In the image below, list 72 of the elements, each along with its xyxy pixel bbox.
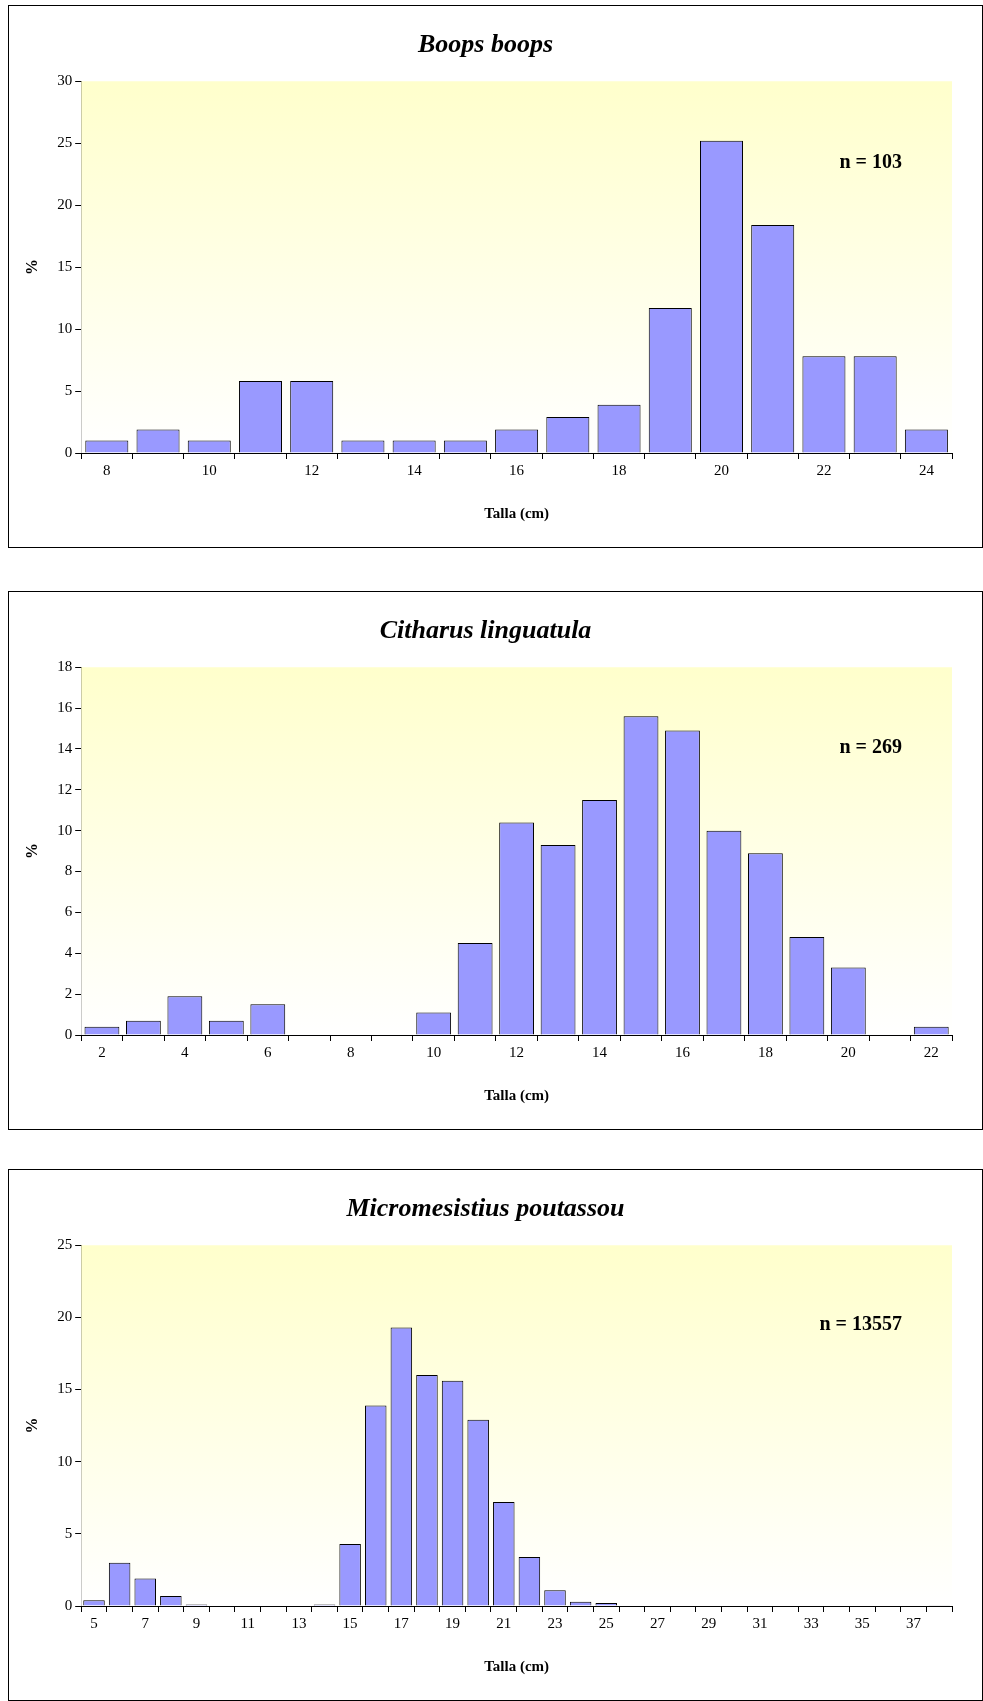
y-tick-label: 10 <box>57 821 73 838</box>
annotation: n = 103 <box>839 150 902 173</box>
y-tick-label: 0 <box>64 443 73 460</box>
x-tick-label: 6 <box>264 1043 273 1060</box>
y-tick-label: 0 <box>64 1596 73 1613</box>
x-axis-title: Talla (cm) <box>484 1657 550 1675</box>
y-tick-label: 16 <box>57 699 73 715</box>
y-tick-label: 20 <box>57 1308 73 1325</box>
y-tick-label: 10 <box>57 320 73 336</box>
x-tick-label: 18 <box>611 461 627 478</box>
y-tick-label: 30 <box>57 72 73 89</box>
x-tick-label: 22 <box>816 461 832 478</box>
x-axis-title: Talla (cm) <box>484 1086 550 1104</box>
x-tick-label: 15 <box>342 1614 358 1631</box>
y-tick-label: 10 <box>57 1452 73 1469</box>
x-tick-label: 5 <box>90 1614 98 1631</box>
x-tick-label: 17 <box>393 1614 410 1631</box>
y-axis-title: % <box>22 843 40 860</box>
x-tick-label: 19 <box>445 1614 461 1631</box>
x-tick-label: 16 <box>674 1043 691 1060</box>
x-tick-label: 9 <box>192 1614 201 1631</box>
x-tick-label: 24 <box>918 461 935 478</box>
y-tick-label: 18 <box>57 658 73 675</box>
x-tick-label: 12 <box>304 461 320 478</box>
x-tick-label: 27 <box>649 1614 666 1631</box>
y-tick-label: 5 <box>64 1524 73 1541</box>
y-tick-label: 8 <box>64 862 73 879</box>
x-tick-label: 35 <box>854 1614 870 1631</box>
y-tick-label: 4 <box>64 944 73 961</box>
chart-title: Boops boops <box>416 29 554 59</box>
x-tick-label: 13 <box>291 1614 307 1631</box>
x-tick-label: 33 <box>803 1614 819 1631</box>
y-tick-label: 2 <box>64 985 73 1002</box>
x-tick-label: 20 <box>840 1043 856 1060</box>
y-tick-label: 15 <box>57 1380 73 1397</box>
y-tick-label: 25 <box>57 134 73 151</box>
x-tick-label: 22 <box>923 1043 939 1060</box>
annotation: n = 269 <box>839 735 902 758</box>
y-tick-label: 12 <box>57 780 73 797</box>
x-tick-label: 31 <box>752 1614 768 1631</box>
x-tick-label: 20 <box>713 461 729 478</box>
x-tick-label: 4 <box>181 1043 190 1060</box>
y-tick-label: 6 <box>64 903 73 920</box>
y-tick-label: 25 <box>57 1236 73 1253</box>
x-tick-label: 14 <box>592 1043 608 1060</box>
annotation: n = 13557 <box>819 1311 902 1334</box>
x-tick-label: 10 <box>426 1043 442 1060</box>
x-tick-label: 16 <box>509 461 525 478</box>
y-tick-label: 20 <box>57 196 73 213</box>
y-axis-title: % <box>22 1417 40 1434</box>
x-tick-label: 37 <box>906 1614 922 1631</box>
x-tick-label: 7 <box>141 1614 150 1631</box>
x-tick-label: 25 <box>598 1614 614 1631</box>
y-axis-title: % <box>22 259 40 276</box>
x-tick-label: 29 <box>701 1614 717 1631</box>
x-axis-title: Talla (cm) <box>484 504 550 522</box>
x-tick-label: 14 <box>406 461 423 478</box>
x-tick-label: 10 <box>201 461 217 478</box>
x-tick-label: 2 <box>98 1043 106 1060</box>
x-tick-label: 12 <box>509 1043 525 1060</box>
x-tick-label: 21 <box>496 1614 512 1631</box>
y-tick-label: 5 <box>64 381 73 398</box>
x-tick-label: 8 <box>346 1043 355 1060</box>
y-tick-label: 14 <box>57 739 73 756</box>
y-tick-label: 0 <box>64 1025 73 1042</box>
chart-title: Micromesistius poutassou <box>345 1193 625 1223</box>
y-tick-label: 15 <box>57 258 73 275</box>
x-tick-label: 23 <box>547 1614 563 1631</box>
chart-title: Citharus linguatula <box>379 615 592 645</box>
x-tick-label: 11 <box>240 1614 255 1631</box>
x-tick-label: 8 <box>103 461 111 478</box>
x-tick-label: 18 <box>757 1043 773 1060</box>
